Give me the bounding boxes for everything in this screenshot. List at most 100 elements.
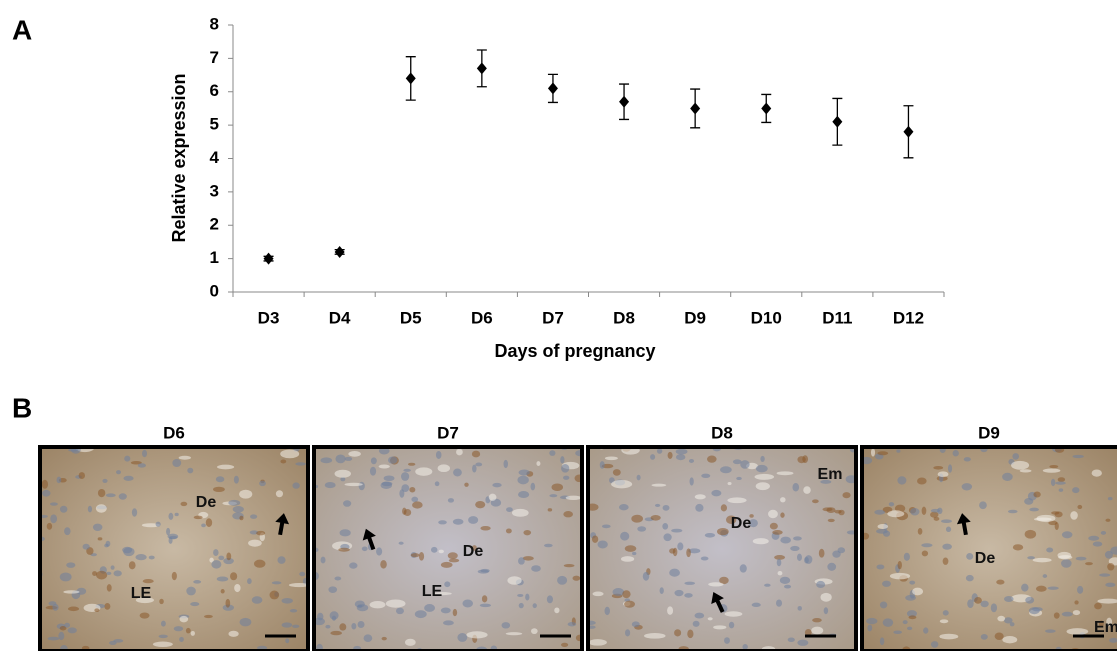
cell [903,620,908,624]
cell [448,498,454,503]
micrograph-title: D8 [711,423,733,442]
cell [96,571,107,580]
cell [613,469,621,476]
cell [770,523,778,530]
cell [411,553,420,557]
marker [690,102,700,114]
cell [466,631,487,638]
cell [573,576,581,581]
cell [1012,453,1019,460]
cell [611,480,632,488]
cell [431,547,437,553]
marker [477,62,487,74]
cell [213,549,218,556]
cell [1021,584,1028,592]
cell [140,612,150,618]
x-axis-label: Days of pregnancy [494,341,655,361]
cell [506,507,513,512]
cell [168,513,173,520]
micrograph-panel: D6 D7 D8 D9 De LE De LE Em De De Em [35,423,1117,651]
cell [472,451,480,458]
micrograph-title: D9 [978,423,1000,442]
cell [561,464,569,473]
cell [1107,563,1114,571]
cell [415,610,427,618]
cell [1025,597,1034,604]
y-tick-label: 4 [210,148,220,167]
cell [619,504,629,510]
cell [408,463,415,466]
cell [88,506,92,513]
cell [768,510,778,519]
cell [1059,488,1064,491]
cell [554,607,559,613]
cell [880,637,884,645]
cell [797,456,805,463]
cell [1002,473,1013,481]
cell [443,620,454,625]
cell [343,500,351,506]
cell [216,476,224,482]
cell [106,493,116,497]
cell [382,637,387,641]
cell [403,469,411,472]
cell [812,618,822,622]
cell [777,559,782,566]
cell [933,466,943,470]
cell [60,506,67,513]
cell [549,450,555,456]
cell [436,451,442,459]
cell [435,481,440,486]
marker [335,246,345,258]
cell [889,502,894,506]
cell [504,460,508,468]
cell [622,590,630,598]
panel-label: A [12,14,32,45]
cell [401,472,409,481]
cell [453,469,462,477]
cell [404,509,411,516]
cell [233,506,244,513]
cell [453,519,464,525]
figure: A B Days of pregnancy Relative expressio… [0,0,1117,651]
x-tick-label: D12 [893,308,924,327]
cell [631,515,643,523]
x-tick-label: D5 [400,308,422,327]
cell [657,448,662,453]
cell [290,609,297,613]
cell [424,604,435,612]
cell [453,609,457,616]
cell [874,510,885,515]
cell [967,599,973,608]
cell [871,448,875,456]
cell [439,550,444,554]
cell [671,529,682,533]
cell [605,456,618,460]
cell [548,508,553,511]
cell [643,572,649,581]
cell [1054,612,1060,618]
cell [896,449,900,452]
y-tick-label: 2 [210,215,219,234]
cell [620,532,629,541]
cell [68,449,78,452]
cell [172,572,177,580]
cell [1051,511,1059,514]
cell [592,592,603,597]
cell [280,460,286,464]
cell [804,557,809,564]
cell [721,504,727,511]
cell [1011,461,1029,470]
cell [482,595,487,602]
cell [560,456,564,463]
cell [777,471,794,475]
cell [1002,636,1017,643]
cell [910,508,919,516]
cell [63,590,79,593]
cell [135,554,146,560]
cell [655,504,660,507]
cell [335,454,345,463]
cell [149,556,155,560]
cell [156,522,161,527]
cell [701,474,710,478]
